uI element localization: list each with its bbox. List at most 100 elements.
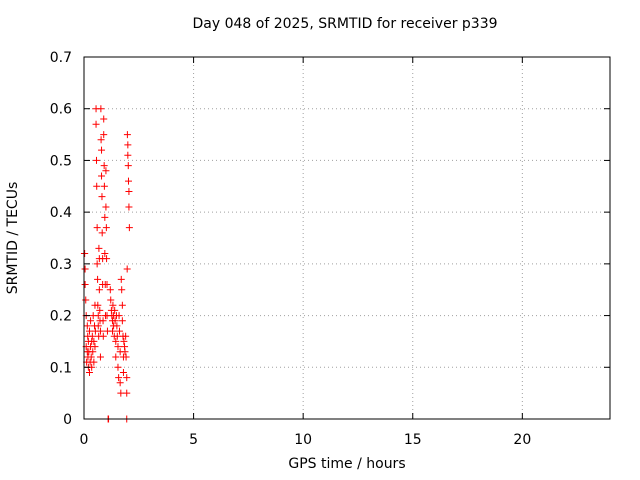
data-point xyxy=(87,317,95,325)
data-point xyxy=(117,275,125,283)
data-point xyxy=(85,368,93,376)
y-tick-label: 0.7 xyxy=(50,50,72,66)
data-point xyxy=(109,301,117,309)
data-point xyxy=(94,301,102,309)
data-point xyxy=(118,301,126,309)
x-tick-label: 15 xyxy=(404,432,422,448)
data-point xyxy=(92,156,100,164)
data-point xyxy=(102,224,110,232)
data-point xyxy=(100,131,108,139)
data-point xyxy=(124,162,132,170)
chart-title: Day 048 of 2025, SRMTID for receiver p33… xyxy=(192,16,498,32)
data-point xyxy=(113,322,121,330)
data-point xyxy=(83,322,91,330)
data-point xyxy=(98,172,106,180)
y-tick-label: 0.4 xyxy=(50,205,72,221)
data-point xyxy=(125,187,133,195)
data-point xyxy=(107,296,115,304)
data-point xyxy=(93,224,101,232)
x-tick-label: 5 xyxy=(189,432,198,448)
data-point xyxy=(99,332,107,340)
data-point xyxy=(93,182,101,190)
data-point xyxy=(124,151,132,159)
data-point xyxy=(114,343,122,351)
y-axis-label: SRMTID / TECUs xyxy=(5,181,21,295)
data-point xyxy=(96,327,104,335)
data-point xyxy=(116,327,124,335)
data-point xyxy=(124,141,132,149)
data-point xyxy=(98,229,106,237)
data-point xyxy=(88,332,96,340)
data-point xyxy=(98,193,106,201)
data-point xyxy=(85,327,93,335)
data-point xyxy=(100,182,108,190)
data-point xyxy=(89,348,97,356)
data-point xyxy=(124,177,132,185)
data-point xyxy=(95,244,103,252)
data-point xyxy=(82,296,90,304)
data-point xyxy=(90,337,98,345)
data-point xyxy=(94,312,102,320)
data-point xyxy=(120,337,128,345)
gridlines xyxy=(84,57,610,419)
y-tick-label: 0.2 xyxy=(50,309,72,325)
data-point xyxy=(122,353,130,361)
data-point xyxy=(95,286,103,294)
data-point xyxy=(106,286,114,294)
data-point xyxy=(121,348,129,356)
data-point xyxy=(111,317,119,325)
data-point xyxy=(90,358,98,366)
data-point xyxy=(108,327,116,335)
data-point xyxy=(102,167,110,175)
data-point xyxy=(91,343,99,351)
data-point xyxy=(81,265,89,273)
data-point xyxy=(97,105,105,113)
data-point xyxy=(93,260,101,268)
data-point xyxy=(123,374,131,382)
data-point xyxy=(103,281,111,289)
data-point xyxy=(125,203,133,211)
data-point xyxy=(103,255,111,263)
data-point xyxy=(112,353,120,361)
axis-ticks: 0 0.1 0.2 0.3 0.4 0.5 0.6 0.7 0 5 10 15 20 xyxy=(50,50,610,448)
data-point xyxy=(94,322,102,330)
data-point xyxy=(92,120,100,128)
data-point xyxy=(119,368,127,376)
data-point xyxy=(96,306,104,314)
data-point xyxy=(122,332,130,340)
data-point xyxy=(99,317,107,325)
data-point xyxy=(115,374,123,382)
data-point xyxy=(123,131,131,139)
data-point xyxy=(114,363,122,371)
data-point xyxy=(96,353,104,361)
data-point xyxy=(102,203,110,211)
data-point xyxy=(81,250,89,258)
y-tick-label: 0.3 xyxy=(50,257,72,273)
data-point xyxy=(112,337,120,345)
data-point xyxy=(81,281,89,289)
data-point xyxy=(118,317,126,325)
x-axis-label: GPS time / hours xyxy=(288,456,406,472)
data-point xyxy=(101,250,109,258)
x-tick-label: 20 xyxy=(513,432,531,448)
data-point xyxy=(100,162,108,170)
plot-frame xyxy=(83,56,611,420)
x-tick-label: 0 xyxy=(80,432,89,448)
data-point xyxy=(117,389,125,397)
data-point xyxy=(100,115,108,123)
y-tick-label: 0.1 xyxy=(50,360,72,376)
y-tick-label: 0.5 xyxy=(50,153,72,169)
data-point xyxy=(123,265,131,273)
data-point xyxy=(116,379,124,387)
y-tick-label: 0.6 xyxy=(50,102,72,118)
data-point xyxy=(125,224,133,232)
data-point xyxy=(111,306,119,314)
data-point xyxy=(98,146,106,154)
data-point xyxy=(115,312,123,320)
data-point xyxy=(94,275,102,283)
data-point xyxy=(97,136,105,144)
data-point xyxy=(118,286,126,294)
data-points xyxy=(80,105,133,423)
data-point xyxy=(123,389,131,397)
